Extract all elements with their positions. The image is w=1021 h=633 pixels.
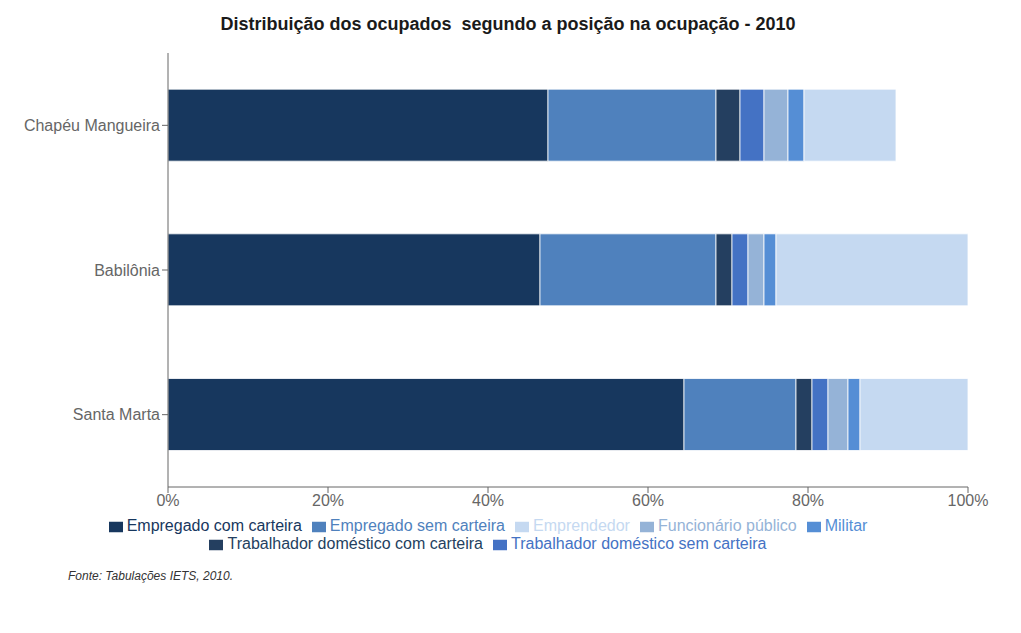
html-text:Emprendedor: Emprendedor	[533, 517, 630, 534]
svg-text:Chapéu Mangueira: Chapéu Mangueira	[24, 117, 160, 134]
svg-text:Santa Marta: Santa Marta	[73, 406, 160, 423]
html-text:Empregado sem carteira: Empregado sem carteira	[329, 517, 505, 534]
html-text:Empregado com carteira: Empregado com carteira	[126, 517, 302, 534]
svg-text:Babilônia: Babilônia	[94, 262, 160, 279]
html-text:Funcionário público: Funcionário público	[658, 517, 797, 534]
html-text:Trabalhador doméstico com cart: Trabalhador doméstico com carteira	[227, 535, 483, 552]
svg-text:100%: 100%	[948, 492, 989, 509]
html-text:Trabalhador doméstico sem cart: Trabalhador doméstico sem carteira	[511, 535, 767, 552]
html-text:Distribuição dos ocupados segu: Distribuição dos ocupados segundo a posi…	[220, 14, 796, 34]
html-text:Militar: Militar	[824, 517, 868, 534]
svg-text:60%: 60%	[632, 492, 664, 509]
svg-text:80%: 80%	[792, 492, 824, 509]
html-text:Fonte: Tabulações IETS, 2010.: Fonte: Tabulações IETS, 2010.	[68, 569, 233, 583]
svg-text:20%: 20%	[312, 492, 344, 509]
svg-text:0%: 0%	[156, 492, 179, 509]
svg-text:40%: 40%	[472, 492, 504, 509]
